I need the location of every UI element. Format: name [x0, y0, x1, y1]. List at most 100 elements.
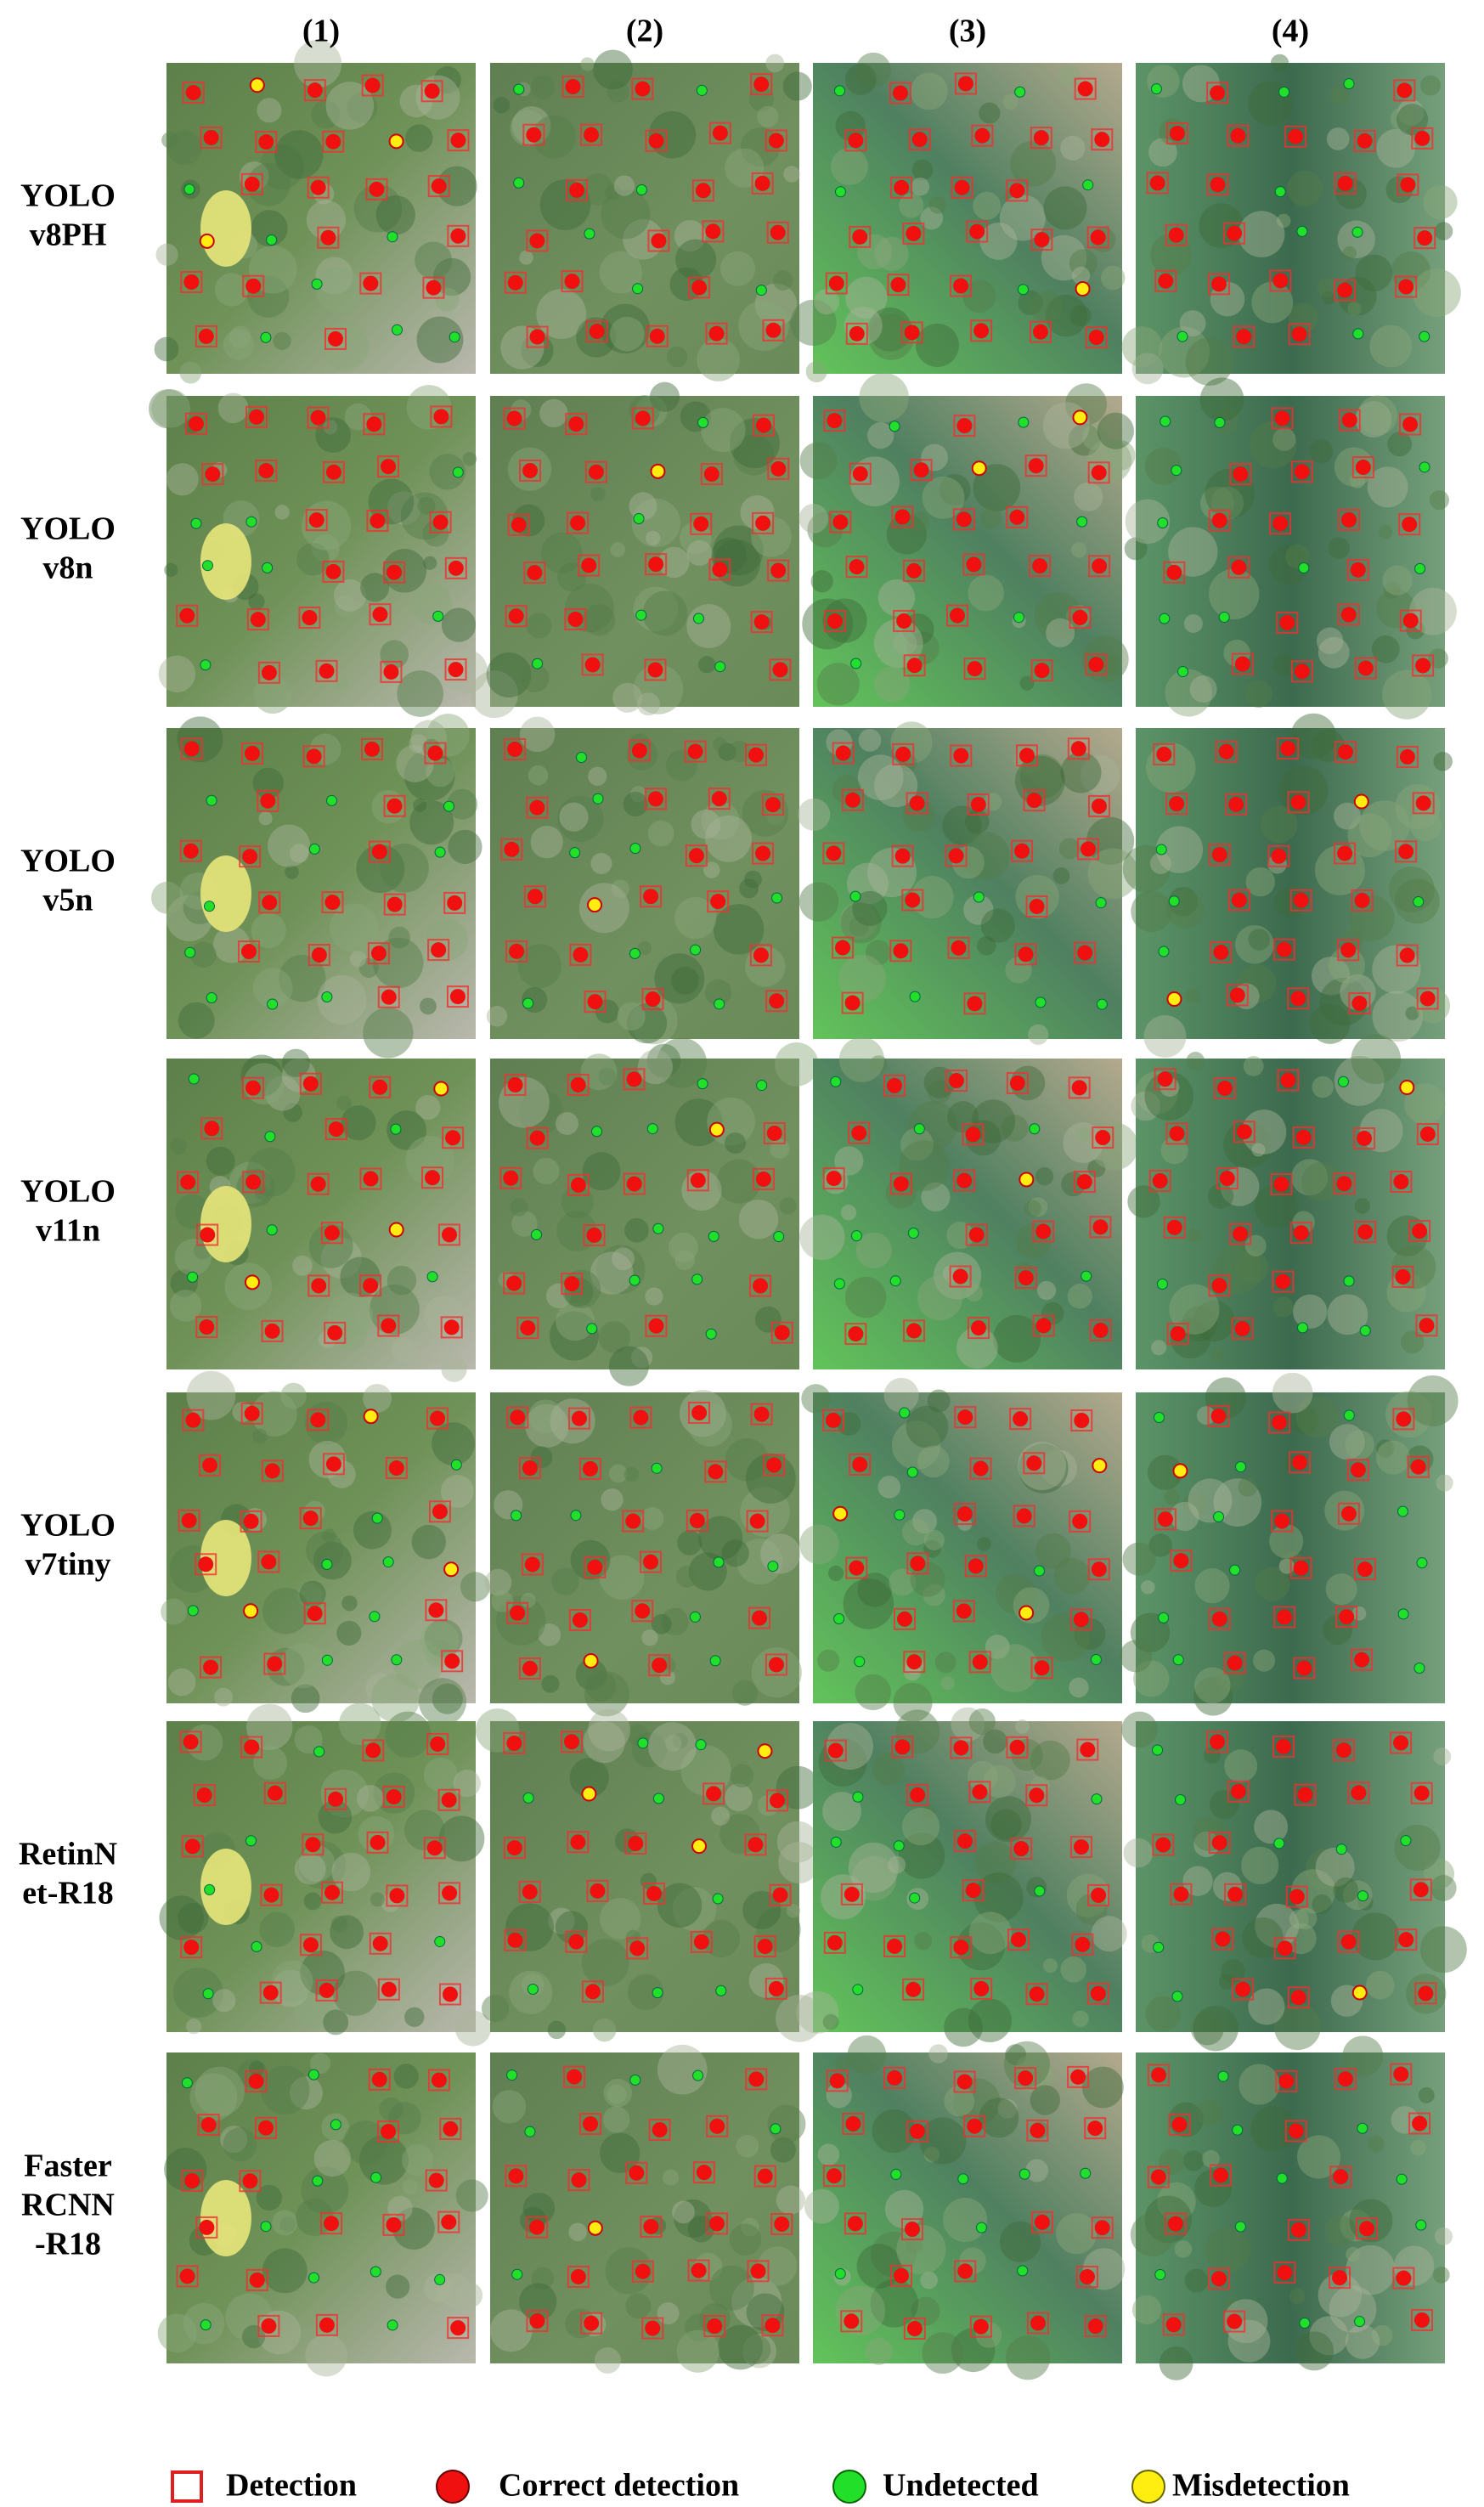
correct-detection: [184, 2172, 200, 2188]
vegetation: [1018, 1443, 1069, 1493]
correct-detection: [965, 1126, 981, 1143]
aerial-image: [490, 49, 812, 381]
correct-detection: [198, 1556, 214, 1573]
vegetation: [1194, 1567, 1230, 1604]
vegetation: [923, 1529, 945, 1550]
correct-detection: [711, 791, 727, 807]
vegetation: [1182, 1306, 1218, 1342]
undetected: [203, 901, 215, 912]
correct-detection: [262, 1985, 279, 2001]
vegetation: [974, 1841, 1017, 1883]
correct-detection: [1413, 2312, 1430, 2328]
undetected: [906, 1466, 918, 1478]
detection-box: [753, 2165, 776, 2188]
detection-box: [181, 2169, 204, 2192]
correct-detection: [522, 462, 539, 478]
vegetation: [927, 1389, 951, 1413]
correct-detection: [765, 2318, 781, 2334]
vegetation: [1293, 1294, 1328, 1330]
correct-detection: [695, 183, 711, 199]
detection-box: [1087, 1558, 1110, 1581]
misdetection: [199, 233, 215, 249]
detection-box: [382, 2213, 405, 2236]
correct-detection: [827, 413, 843, 429]
correct-detection: [565, 78, 581, 94]
vegetation: [1312, 1894, 1332, 1915]
correct-detection: [388, 1460, 404, 1477]
misdetection: [1351, 1985, 1368, 2001]
detection-box: [705, 2212, 728, 2235]
aerial-image: [796, 1707, 1127, 2047]
correct-detection: [1167, 2216, 1183, 2232]
correct-detection: [1351, 996, 1368, 1012]
correct-detection: [896, 1611, 912, 1627]
correct-detection: [1228, 796, 1244, 812]
vegetation: [963, 895, 994, 925]
correct-detection: [1091, 1561, 1107, 1578]
detection-box: [1268, 1411, 1291, 1434]
vegetation: [915, 323, 959, 367]
vegetation: [856, 2244, 902, 2289]
correct-detection: [1092, 558, 1108, 574]
detection-box: [385, 1457, 408, 1480]
vegetation: [1390, 106, 1415, 132]
correct-detection: [508, 2168, 524, 2184]
detection-box: [567, 1831, 590, 1854]
vegetation: [583, 603, 616, 636]
detection-box: [761, 793, 784, 816]
correct-detection: [432, 1504, 448, 1520]
vegetation: [526, 613, 552, 639]
detection-box: [1395, 840, 1418, 863]
undetected: [1160, 415, 1171, 427]
row-label: YOLO: [20, 844, 116, 879]
vegetation: [1025, 2159, 1049, 2182]
detection-box: [1396, 944, 1419, 967]
vegetation: [1209, 1789, 1239, 1820]
vegetation: [415, 1094, 441, 1121]
vegetation: [248, 593, 265, 610]
correct-detection: [972, 1784, 988, 1800]
vegetation: [804, 2188, 839, 2224]
row-label: v5n: [42, 883, 93, 918]
detection-box: [420, 80, 443, 103]
correct-detection: [769, 993, 785, 1009]
detection-box: [1165, 121, 1188, 144]
correct-detection: [363, 1278, 379, 1294]
undetected: [1014, 86, 1026, 98]
detection-box: [769, 1883, 792, 1906]
detection-box: [240, 1736, 263, 1759]
vegetation: [291, 1684, 320, 1714]
vegetation: [855, 52, 891, 88]
vegetation: [518, 1089, 564, 1134]
vegetation: [343, 2120, 387, 2165]
correct-detection: [370, 1834, 386, 1850]
correct-detection: [1279, 614, 1295, 630]
detection-box: [315, 2313, 338, 2336]
correct-detection: [1029, 898, 1045, 914]
vegetation: [848, 1842, 899, 1894]
vegetation: [1147, 1454, 1183, 1490]
aerial-image: [790, 52, 1126, 383]
vegetation: [294, 1725, 323, 1754]
vegetation: [757, 105, 779, 127]
vegetation: [885, 1177, 917, 1209]
detection-box: [1067, 737, 1090, 760]
legend-label: Correct detection: [499, 2468, 739, 2504]
detection-box: [1284, 2120, 1307, 2143]
correct-detection: [584, 2315, 600, 2331]
detection-box: [623, 1172, 646, 1195]
vegetation: [432, 1422, 475, 1465]
vegetation: [631, 498, 680, 548]
detection-box: [260, 1883, 283, 1906]
vegetation: [1272, 1296, 1294, 1318]
detection-box: [954, 1406, 977, 1429]
detection-box: [643, 1882, 666, 1905]
vegetation: [1122, 1542, 1156, 1576]
vegetation: [1045, 294, 1088, 337]
correct-detection: [768, 1980, 784, 1996]
detection-box: [1347, 1781, 1370, 1804]
detection-box: [906, 1552, 929, 1575]
detection-box: [1009, 1408, 1032, 1431]
vegetation: [212, 1989, 236, 2013]
detection-box: [826, 2069, 849, 2092]
